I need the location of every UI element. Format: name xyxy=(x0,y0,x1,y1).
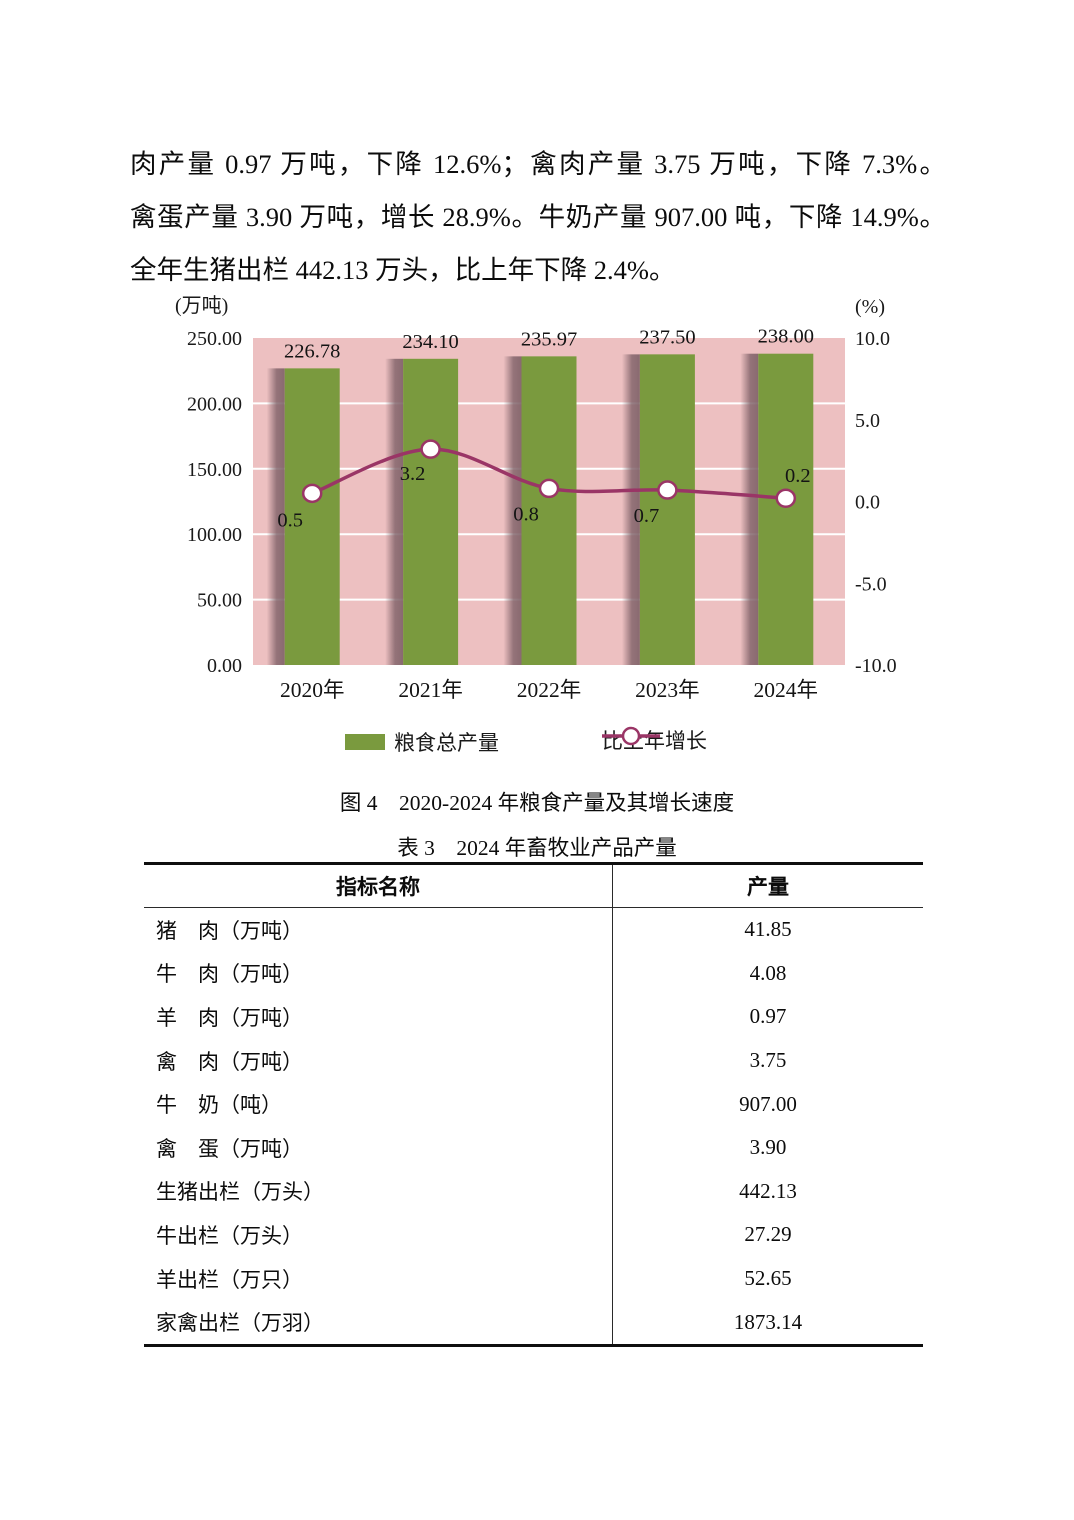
table-row: 牛 奶（吨） 907.00 xyxy=(144,1082,923,1126)
indicator-name-cell: 牛 肉（万吨） xyxy=(144,951,613,996)
chart-canvas: (万吨) (%)250.00200.00150.00100.0050.000.00… xyxy=(175,294,897,702)
x-axis-label: 2024年 xyxy=(754,678,819,702)
table-row: 禽 肉（万吨） 3.75 xyxy=(144,1038,923,1083)
output-value-cell: 3.90 xyxy=(749,1135,787,1160)
figure-caption: 图 4 2020-2024 年粮食产量及其增长速度 xyxy=(339,791,735,815)
output-value-cell: 27.29 xyxy=(744,1222,792,1247)
output-value-cell: 1873.14 xyxy=(733,1309,803,1334)
bar-2023年 xyxy=(639,354,695,665)
line-value-label: 0.2 xyxy=(785,465,811,487)
line-marker xyxy=(775,488,797,508)
bar-value-label: 237.50 xyxy=(639,326,695,348)
paragraph-line: 全年生猪出栏 442.13 万头，比上年下降 2.4%。 xyxy=(130,255,676,285)
table-header-indicator: 指标名称 xyxy=(144,865,613,907)
bar-2022年 xyxy=(521,356,577,665)
bar-value-label: 235.97 xyxy=(521,328,577,350)
paragraph-line: 肉产量 0.97 万吨，下降 12.6%；禽肉产量 3.75 万吨，下降 7.3… xyxy=(130,149,946,179)
left-axis-tick: 150.00 xyxy=(187,459,242,481)
left-axis-tick: 200.00 xyxy=(187,393,242,415)
table-row: 羊 肉（万吨） 0.97 xyxy=(144,995,923,1039)
output-value-cell: 41.85 xyxy=(744,917,792,942)
legend-item-line: 比上年增长 xyxy=(602,725,707,755)
bar-2021年 xyxy=(403,358,459,665)
line-value-label: 0.8 xyxy=(513,503,539,525)
indicator-name-cell: 牛 奶（吨） xyxy=(144,1082,613,1126)
table-caption: 表 3 2024 年畜牧业产品产量 xyxy=(397,836,677,860)
x-axis-label: 2023年 xyxy=(635,678,700,702)
legend-item-bar: 粮食总产量 xyxy=(345,727,499,757)
table-row: 牛出栏（万头） 27.29 xyxy=(144,1213,923,1257)
left-axis-unit: (万吨) xyxy=(175,294,228,317)
bar-legend-label: 粮食总产量 xyxy=(394,731,499,755)
bar-2020年 xyxy=(284,368,340,665)
bar-shadow xyxy=(266,368,285,665)
right-axis-tick: 0.0 xyxy=(855,492,880,514)
line-marker xyxy=(420,439,441,459)
indicator-name-cell: 羊 肉（万吨） xyxy=(144,995,613,1039)
bar-legend-swatch xyxy=(345,734,385,750)
table-row: 牛 肉（万吨） 4.08 xyxy=(144,951,923,996)
bar-value-label: 234.10 xyxy=(402,331,458,353)
table-row: 猪 肉（万吨） 41.85 xyxy=(144,908,923,952)
table-row: 禽 蛋（万吨） 3.90 xyxy=(144,1125,923,1170)
output-value-cell: 0.97 xyxy=(749,1004,787,1029)
indicator-name-cell: 牛出栏（万头） xyxy=(144,1213,613,1257)
line-value-label: 3.2 xyxy=(400,463,426,485)
output-value-cell: 52.65 xyxy=(744,1266,792,1291)
x-axis-label: 2020年 xyxy=(280,678,345,702)
line-marker xyxy=(657,480,678,500)
indicator-name-cell: 家禽出栏（万羽） xyxy=(144,1300,613,1344)
legend-circle xyxy=(621,726,641,746)
right-axis-tick: -5.0 xyxy=(855,573,887,595)
line-value-label: 0.5 xyxy=(277,509,303,531)
paragraph-line: 禽蛋产量 3.90 万吨，增长 28.9%。牛奶产量 907.00 吨，下降 1… xyxy=(130,202,946,232)
table-row: 生猪出栏（万头） 442.13 xyxy=(144,1169,923,1214)
line-marker xyxy=(538,478,560,499)
indicator-name-cell: 生猪出栏（万头） xyxy=(144,1169,613,1214)
left-axis-tick: 250.00 xyxy=(187,328,242,350)
bar-value-label: 226.78 xyxy=(284,340,340,362)
x-axis-label: 2021年 xyxy=(398,678,463,702)
body-paragraph: 肉产量 0.97 万吨，下降 12.6%；禽肉产量 3.75 万吨，下降 7.3… xyxy=(130,138,946,297)
output-value-cell: 4.08 xyxy=(749,960,787,985)
output-value-cell: 907.00 xyxy=(739,1091,797,1116)
indicator-name-cell: 禽 蛋（万吨） xyxy=(144,1125,613,1170)
bar-2024年 xyxy=(758,353,814,665)
line-legend-marker xyxy=(602,726,660,746)
line-legend-label: 比上年增长 xyxy=(602,729,707,753)
right-axis-tick: 5.0 xyxy=(855,410,880,432)
table-header-output: 产量 xyxy=(747,875,789,899)
livestock-table: 指标名称 产量 猪 肉（万吨） 41.85 牛 肉（万吨） 4.08 羊 肉（万吨） 0.… xyxy=(144,862,923,1347)
right-axis-tick: -10.0 xyxy=(855,655,897,677)
bar-shadow xyxy=(385,358,404,665)
line-marker xyxy=(301,483,323,504)
output-value-cell: 3.75 xyxy=(749,1048,787,1073)
left-axis-tick: 100.00 xyxy=(187,524,242,546)
right-axis-unit: (%) xyxy=(855,296,885,318)
line-value-label: 0.7 xyxy=(634,505,660,527)
indicator-name-cell: 禽 肉（万吨） xyxy=(144,1038,613,1083)
indicator-name-cell: 猪 肉（万吨） xyxy=(144,908,613,952)
grain-output-chart: (万吨) (%) 250.00 200.00 150.00 100.00 50.00 0.00… xyxy=(150,290,930,770)
left-axis-tick: 50.00 xyxy=(197,590,242,612)
bar-shadow xyxy=(503,356,522,665)
x-axis-label: 2022年 xyxy=(517,678,582,702)
table-row: 羊出栏（万只） 52.65 xyxy=(144,1256,923,1301)
bar-shadow xyxy=(740,353,759,665)
bar-value-label: 238.00 xyxy=(758,326,814,348)
left-axis-tick: 0.00 xyxy=(207,655,242,677)
bar-shadow xyxy=(621,354,640,665)
table-header-row: 指标名称 产量 xyxy=(144,865,923,908)
output-value-cell: 442.13 xyxy=(739,1178,797,1203)
indicator-name-cell: 羊出栏（万只） xyxy=(144,1256,613,1301)
right-axis-tick: 10.0 xyxy=(855,328,890,350)
table-row: 家禽出栏（万羽） 1873.14 xyxy=(144,1300,923,1344)
